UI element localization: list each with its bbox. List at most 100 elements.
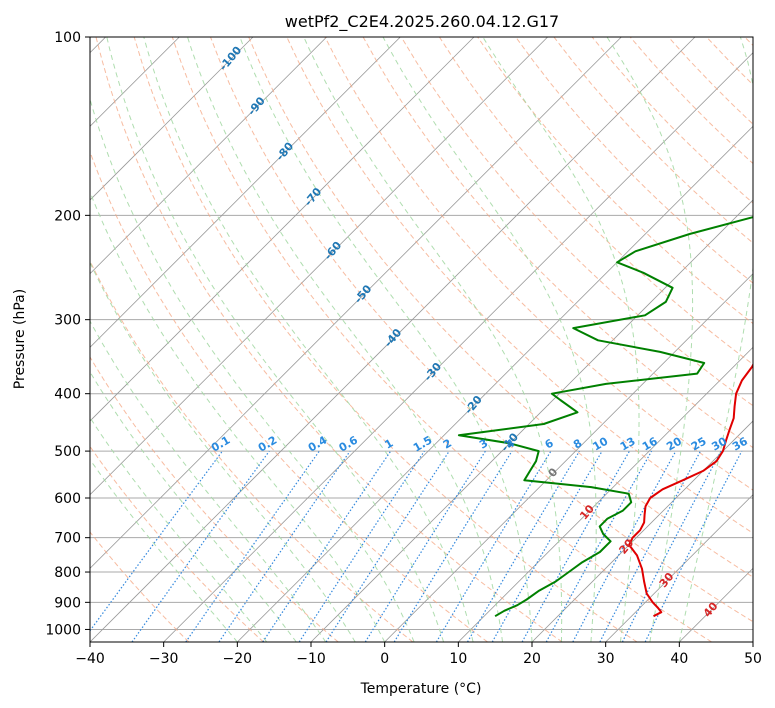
dry-adiabat-line [515,37,753,284]
isotherm-line [90,37,401,348]
mixing-ratio-line [325,450,450,642]
dry-adiabat-label: -10 [498,430,521,454]
moist-adiabat-line [678,37,753,642]
dry-adiabat-line [362,37,753,449]
x-axis: −40 −30 −20 −10 0 10 20 30 40 50 [75,642,762,667]
y-tick-label: 500 [54,444,81,460]
x-tick-label: 30 [597,651,615,667]
moist-adiabat-line [187,37,503,642]
mixing-ratio-line [298,450,425,642]
x-tick-label: −30 [149,651,179,667]
moist-adiabat-line [482,37,640,642]
dry-adiabat-line [668,37,753,125]
dry-adiabat-label: 20 [616,536,636,556]
moist-adiabat-line [90,320,327,642]
dry-adiabat-line [90,531,190,642]
isotherm-line [531,420,753,642]
mixing-ratio-line [262,450,392,642]
moist-adiabat-line [606,37,694,642]
isotherm-line [90,37,327,275]
x-tick-label: 40 [670,651,688,667]
dry-adiabat-label: -40 [382,326,405,350]
dry-adiabat-line [744,37,753,47]
isotherm-line [679,567,753,642]
dewpoint-profile [457,216,753,618]
dry-adiabat-line [90,150,488,642]
temperature-profile [628,362,753,618]
y-tick-label: 400 [54,387,81,403]
isotherm-line [605,494,753,642]
moist-adiabat-line [239,37,533,642]
dry-adiabat-line [438,37,753,366]
mixing-ratio-line [393,450,513,642]
mixing-ratio-label: 6 [543,436,556,451]
y-tick-label: 200 [54,208,81,224]
y-tick-label: 600 [54,491,81,507]
isotherm-line [237,125,753,642]
dry-adiabat-line [324,37,753,491]
y-axis: 100 200 300 400 500 600 700 800 900 1000 [45,30,90,638]
moist-adiabat-line [303,37,563,642]
x-tick-label: 50 [744,651,762,667]
x-tick-label: −40 [75,651,105,667]
mixing-ratio-line [90,450,223,632]
dry-adiabat-line [400,37,753,407]
moist-adiabat-line [90,416,268,642]
mixing-ratio-line [545,450,653,642]
dry-adiabat-line [248,37,753,578]
dry-adiabat-line [210,37,753,623]
moist-adiabat-line [90,370,297,642]
profile-lines [457,216,753,618]
chart-title: wetPf2_C2E4.2025.260.04.12.G17 [285,12,559,32]
y-axis-label: Pressure (hPa) [12,289,28,389]
y-tick-label: 100 [54,30,81,46]
x-tick-label: 10 [449,651,467,667]
moist-adiabat-line [143,37,474,642]
dry-adiabat-label: -70 [302,185,325,209]
isotherm-line [163,52,753,642]
dry-adiabat-label: -60 [322,239,345,263]
dry-adiabat-label: 10 [577,502,597,522]
dry-adiabat-line [171,37,712,642]
mixing-ratio-label: 2 [441,437,454,452]
x-tick-label: −10 [296,651,326,667]
mixing-ratio-label: 3 [477,437,490,452]
isotherm-line [90,37,254,201]
dry-adiabat-label: -80 [274,139,297,163]
dry-adiabat-line [95,37,563,642]
mixing-ratio-line [644,450,743,642]
dry-adiabat-line [90,445,264,642]
isotherm-line [90,37,475,422]
mixing-ratio-label: 1 [382,437,395,452]
mixing-ratio-line [435,450,552,642]
x-tick-label: 0 [380,651,389,667]
dry-adiabat-line [90,356,339,642]
moist-adiabat-line [90,261,356,642]
y-tick-label: 900 [54,595,81,611]
isotherm-line [90,37,622,569]
moist-adiabat-line [106,37,445,642]
moist-adiabat-line [90,97,415,642]
dry-adiabat-line [133,37,638,642]
isotherm-line [90,37,548,496]
dry-adiabat-line [90,259,414,642]
moist-adiabat-line [90,190,386,642]
mixing-ratio-line [572,450,677,642]
isotherm-line [384,273,753,642]
mixing-ratio-line [521,450,631,642]
mixing-ratio-line [131,450,270,642]
x-tick-label: −20 [223,651,253,667]
isotherm-line [310,199,753,642]
dry-adiabat-label: -100 [217,44,245,74]
y-tick-label: 700 [54,531,81,547]
dry-adiabat-label: -50 [352,282,375,306]
x-tick-label: 20 [523,651,541,667]
y-tick-label: 1000 [45,622,81,638]
mixing-ratio-line [466,450,580,642]
y-tick-label: 300 [54,313,81,329]
dry-adiabat-label: -90 [245,94,268,118]
mixing-ratio-line [185,450,320,642]
isotherm-line [90,37,696,642]
y-tick-label: 800 [54,565,81,581]
